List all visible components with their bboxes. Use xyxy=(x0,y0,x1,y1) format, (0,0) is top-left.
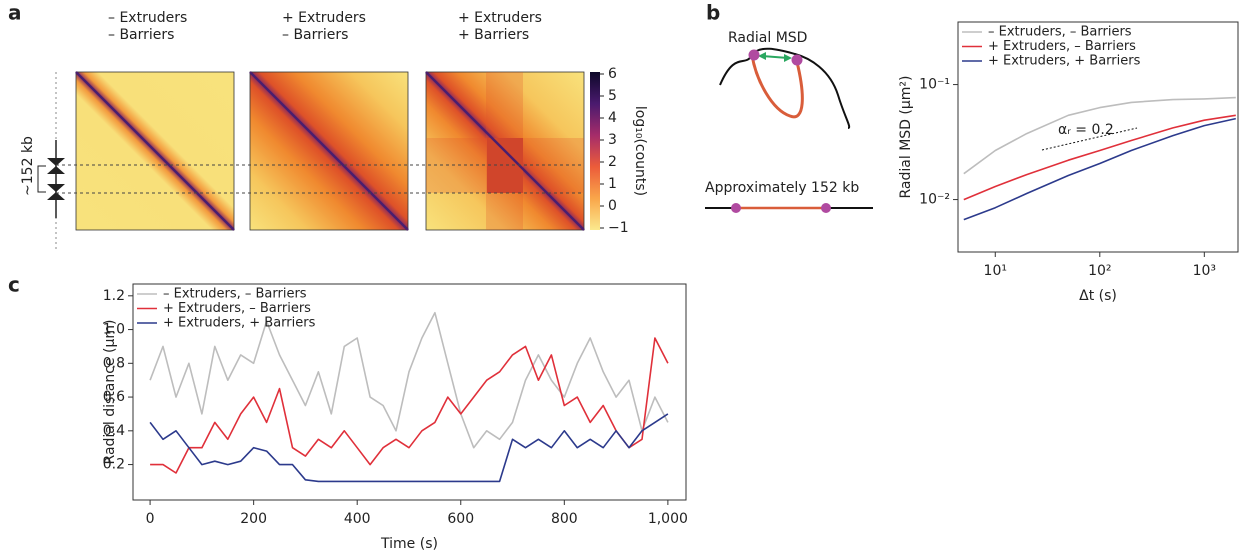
diagram-title: Radial MSD xyxy=(728,30,807,46)
arrow xyxy=(761,55,789,59)
series-line xyxy=(963,96,1236,175)
legend-label: + Extruders, + Barriers xyxy=(988,54,1141,69)
colorbar-tick-label: 4 xyxy=(608,110,617,126)
map-title: – Barriers xyxy=(282,27,348,43)
x-tick-label: 600 xyxy=(447,511,474,527)
x-tick-label: 10³ xyxy=(1193,263,1216,279)
diagonal xyxy=(425,71,585,231)
y-tick-label: 1.0 xyxy=(103,322,125,338)
map-title: – Barriers xyxy=(108,27,174,43)
x-tick-label: 10² xyxy=(1088,263,1111,279)
polymer xyxy=(719,47,851,129)
barrier-icon xyxy=(47,184,65,200)
plot-frame xyxy=(132,283,687,501)
series-line xyxy=(149,413,669,483)
colorbar-tick-label: 0 xyxy=(608,198,617,214)
anchor xyxy=(821,203,831,213)
legend-label: + Extruders, – Barriers xyxy=(163,301,311,316)
legend-label: + Extruders, – Barriers xyxy=(988,39,1136,54)
panel-a-decor xyxy=(37,72,65,250)
map-title: – Extruders xyxy=(108,10,187,26)
colorbar xyxy=(590,72,600,230)
x-tick-label: 200 xyxy=(240,511,267,527)
annotation: αᵣ = 0.2 xyxy=(1058,122,1114,138)
y-tick-label: 0.4 xyxy=(103,423,125,439)
colorbar-tick-label: 1 xyxy=(608,176,617,192)
y-axis-label: Radial distance (µm) xyxy=(102,320,118,465)
slope-line xyxy=(1041,127,1138,151)
y-tick-label: 0.2 xyxy=(103,457,125,473)
x-axis-label: Time (s) xyxy=(380,536,438,552)
anchor xyxy=(731,203,741,213)
side-label: ~152 kb xyxy=(20,136,36,196)
map-title: + Extruders xyxy=(458,10,542,26)
legend-label: – Extruders, – Barriers xyxy=(163,287,307,302)
legend-label: – Extruders, – Barriers xyxy=(988,25,1132,40)
legend-label: + Extruders, + Barriers xyxy=(163,316,316,331)
x-tick-label: 1,000 xyxy=(648,511,688,527)
colorbar-tick-label: 2 xyxy=(608,154,617,170)
y-tick-label: 0.8 xyxy=(103,355,125,371)
colorbar-tick-label: 5 xyxy=(608,88,617,104)
map-title: + Extruders xyxy=(282,10,366,26)
anchor xyxy=(748,49,760,61)
anchor xyxy=(791,54,803,66)
arrow-head xyxy=(758,52,792,62)
colorbar-tick-label: −1 xyxy=(608,220,629,236)
y-tick-label: 10⁻¹ xyxy=(919,77,950,93)
loop xyxy=(750,54,804,119)
panel-label: a xyxy=(8,1,22,25)
y-tick-label: 0.6 xyxy=(103,389,125,405)
diagram-caption: Approximately 152 kb xyxy=(705,180,859,196)
bracket xyxy=(37,165,46,193)
plot-frame xyxy=(957,21,1239,253)
diagonal xyxy=(249,71,409,231)
x-axis-label: Δt (s) xyxy=(1079,288,1117,304)
contact-map: + Extruders– Barriers xyxy=(249,10,409,231)
panel-label: b xyxy=(706,1,720,25)
panel-label: c xyxy=(8,273,20,297)
y-axis-label: Radial MSD (µm²) xyxy=(898,76,914,199)
x-tick-label: 0 xyxy=(146,511,155,527)
y-tick-label: 1.2 xyxy=(103,288,125,304)
tad-domain xyxy=(487,138,523,193)
colorbar-tick-label: 3 xyxy=(608,132,617,148)
series-line xyxy=(150,337,669,474)
colorbar-label: log₁₀(counts) xyxy=(632,106,648,196)
y-tick-label: 10⁻² xyxy=(919,192,950,208)
colorbar-tick-label: 6 xyxy=(608,66,617,82)
series-line xyxy=(149,311,669,449)
x-tick-label: 400 xyxy=(344,511,371,527)
contact-map: + Extruders+ Barriers xyxy=(425,10,585,231)
diagonal xyxy=(75,71,235,231)
map-title: + Barriers xyxy=(458,27,529,43)
x-tick-label: 10¹ xyxy=(984,263,1007,279)
series-line xyxy=(963,117,1236,221)
barrier-icon xyxy=(47,158,65,174)
panel-b-diagram: Radial MSD Approximately 152 kb xyxy=(705,30,1138,213)
contact-map: – Extruders– Barriers xyxy=(75,10,235,231)
series-line xyxy=(963,114,1236,201)
x-tick-label: 800 xyxy=(551,511,578,527)
